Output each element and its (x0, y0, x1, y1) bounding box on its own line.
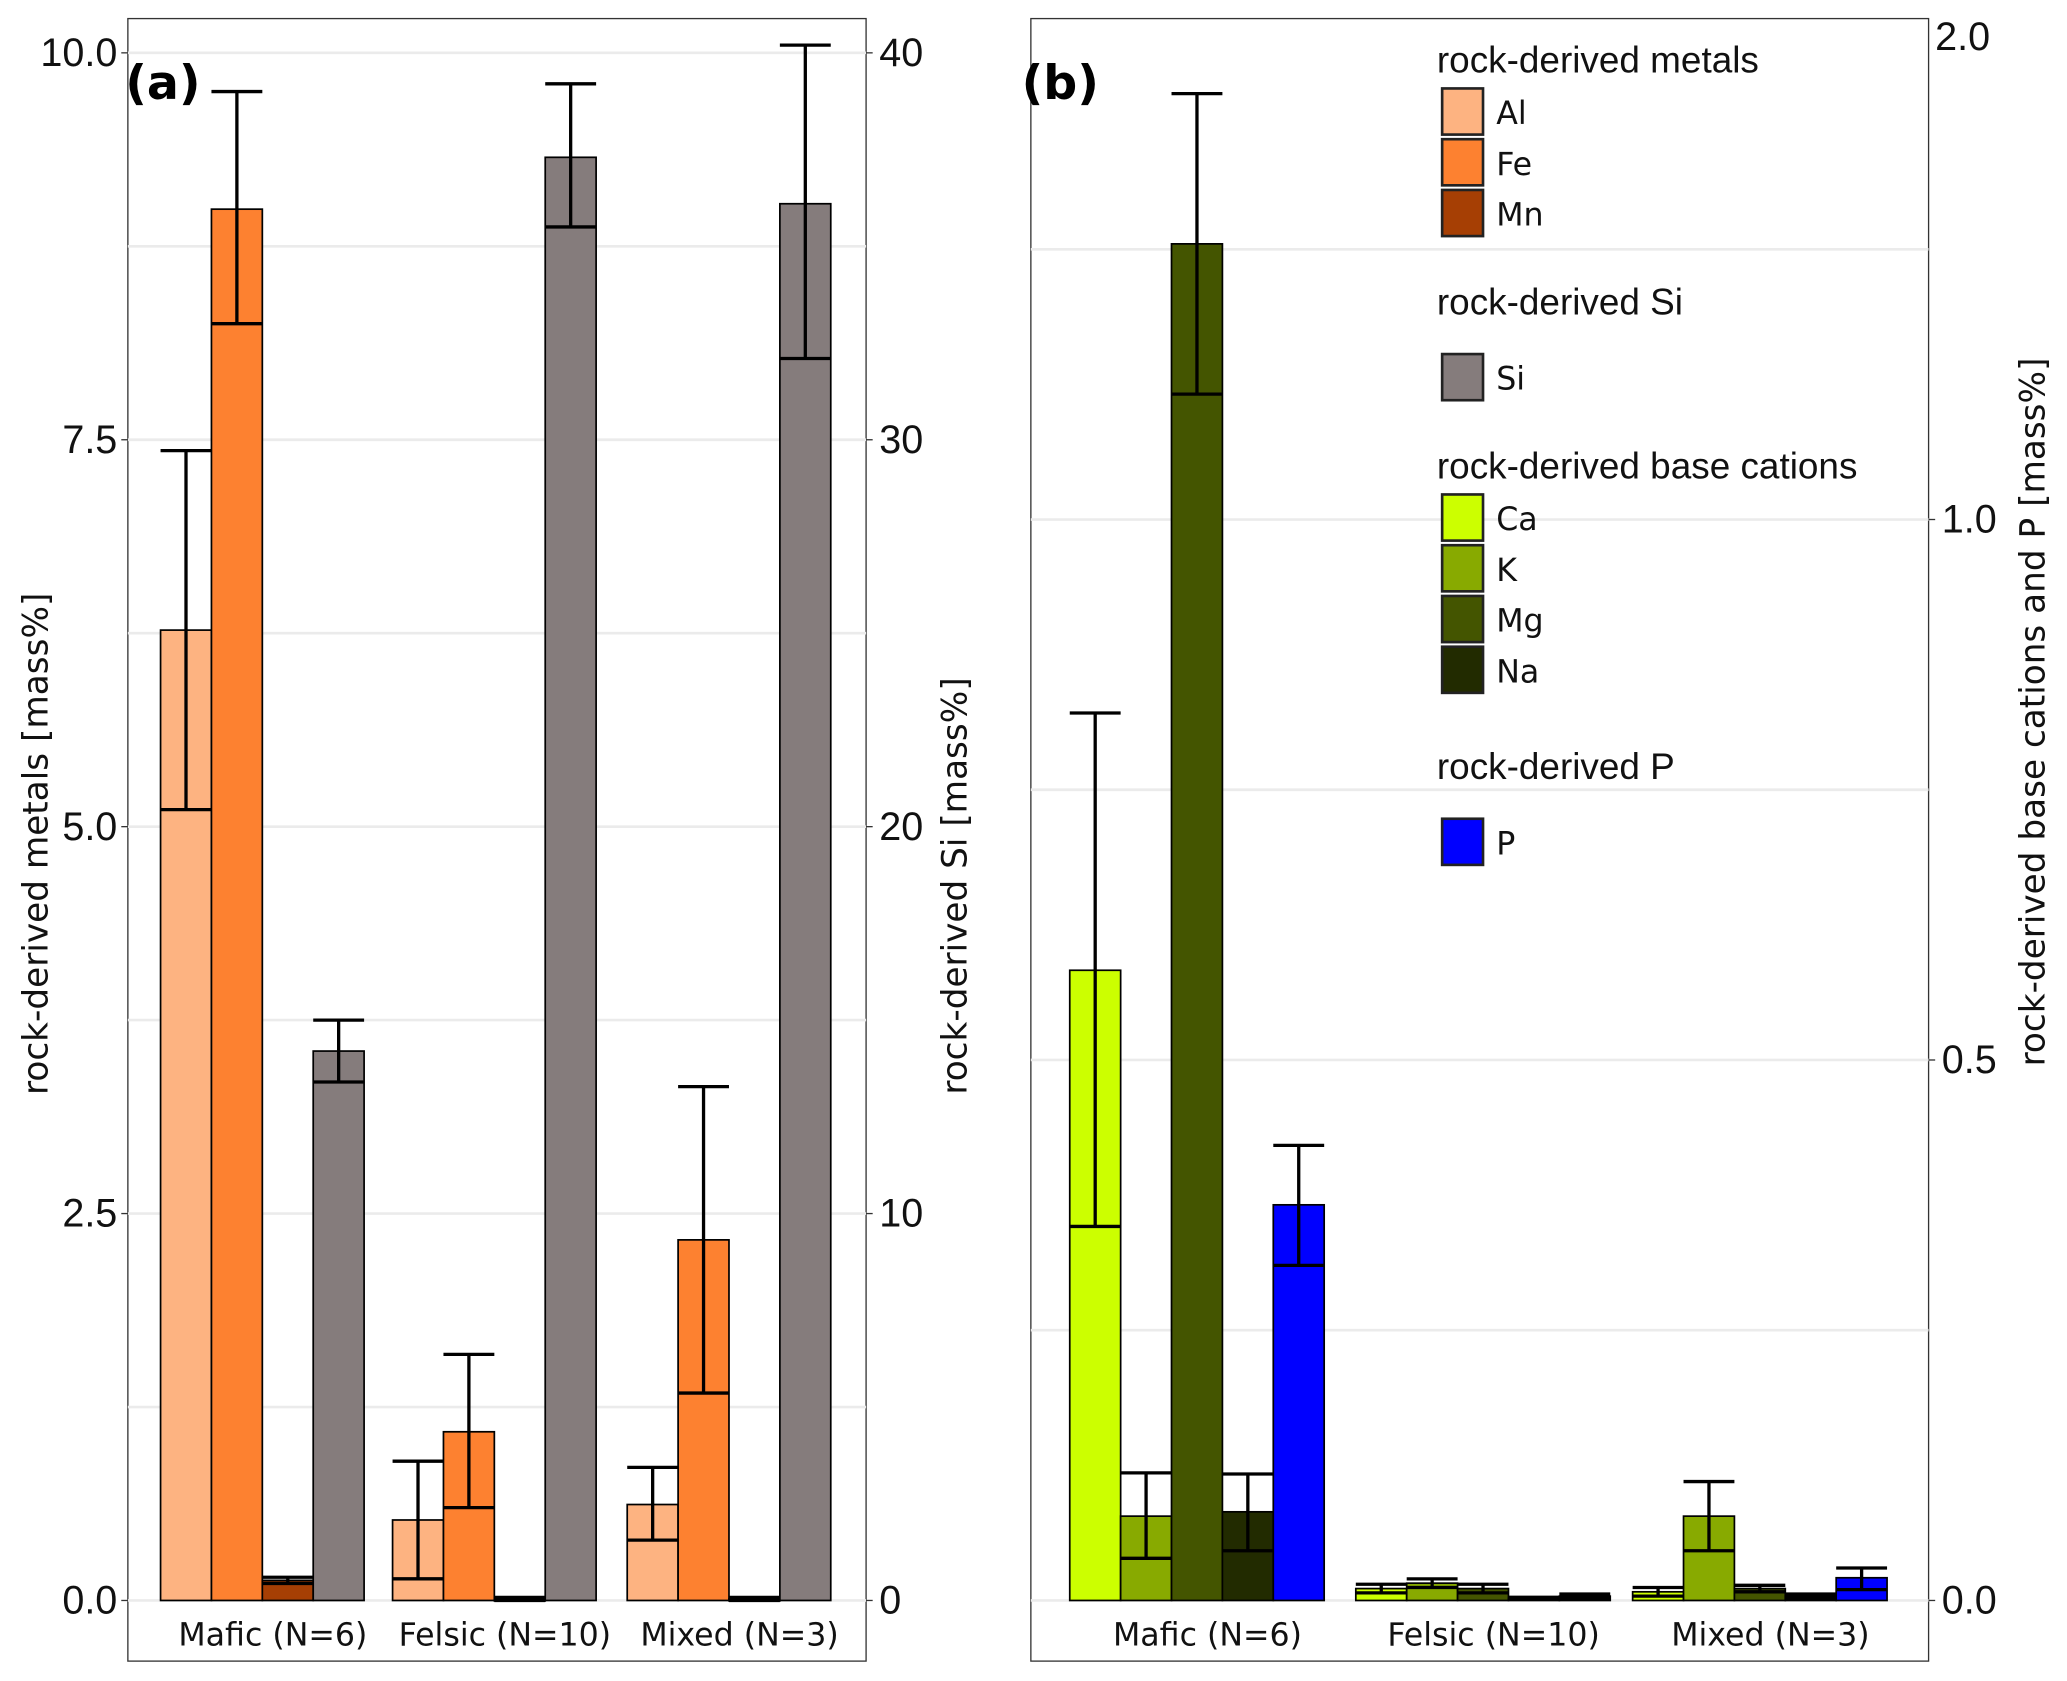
panel-a-y2-tick-label: 30 (879, 418, 923, 462)
panel-a-x-tick-label: Felsic (N=10) (399, 1617, 611, 1653)
panel-a-y2-tick-label: 0 (879, 1579, 901, 1623)
legend-swatch-fe (1440, 137, 1485, 187)
panel-a-bar-si (312, 1050, 365, 1602)
legend-swatch-k (1440, 543, 1485, 593)
panel-b-label: (b) (1022, 56, 1099, 111)
legend-swatch-mn (1440, 188, 1485, 238)
panel-a-x-tick-label: Mixed (N=3) (640, 1617, 838, 1653)
panel-a-y-tick-label: 7.5 (62, 418, 117, 462)
panel-a-y2-tick-label: 10 (879, 1192, 923, 1236)
panel-b-x-tick-label: Felsic (N=10) (1387, 1617, 1599, 1653)
panel-b-y2-tick-label: 1.0 (1942, 498, 1997, 542)
legend-label-na: Na (1496, 654, 1539, 690)
legend-swatch-p (1440, 817, 1485, 867)
legend-group-title: rock-derived P (1437, 746, 1675, 787)
panel-b-bar-mg (1170, 243, 1224, 1602)
panel-b-y2-tick-label: 0.5 (1942, 1038, 1997, 1082)
panel-a-y-axis-title: rock-derived metals [mass%] (16, 593, 56, 1095)
panel-a-bar-si (544, 156, 597, 1602)
panel-a-y-tick-label: 2.5 (62, 1192, 117, 1236)
legend-group-title: rock-derived Si (1437, 282, 1683, 323)
legend-label-mn: Mn (1496, 198, 1543, 234)
panel-a-y-tick-label: 0.0 (62, 1579, 117, 1623)
legend-label-p: P (1496, 826, 1515, 862)
legend-label-ca: Ca (1496, 502, 1537, 538)
panel-a-bar-fe (210, 208, 264, 1602)
panel-a-y2-tick-label: 40 (879, 31, 923, 75)
panel-b-x-tick-label: Mafic (N=6) (1113, 1617, 1302, 1653)
panel-b: 0.0 0.5 1.0 Mafic (N=6) Felsic (N=10) Mixed (… (1030, 17, 1997, 1662)
panel-a-y-tick-label: 10.0 (40, 31, 117, 75)
panel-a-y2-tick-label: 20 (879, 805, 923, 849)
legend-label-k: K (1496, 553, 1518, 589)
legend-label-si: Si (1496, 362, 1525, 398)
panel-a-y-tick-label: 5.0 (62, 805, 117, 849)
panel-b-x-tick-label: Mixed (N=3) (1671, 1617, 1869, 1653)
panel-a: 0.0 2.5 5.0 7.5 10.0 0 10 20 30 40 Mafic (N=6) Fels… (40, 17, 923, 1662)
legend-swatch-al (1440, 87, 1485, 136)
panel-b-y2-axis-title: rock-derived base cations and P [mass%] (2014, 358, 2054, 1067)
panel-a-x-tick-label: Mafic (N=6) (178, 1617, 367, 1653)
legend-swatch-mg (1440, 594, 1485, 644)
legend-swatch-ca (1440, 493, 1485, 542)
panel-a-y2-axis-title: rock-derived Si [mass%] (935, 677, 975, 1094)
panel-a-bar-si (779, 202, 832, 1602)
legend-swatch-na (1440, 645, 1485, 695)
legend-label-mg: Mg (1496, 604, 1543, 640)
legend-label-fe: Fe (1496, 147, 1532, 183)
panel-b-top-tick-label: 2.0 (1935, 15, 1990, 59)
legend-group-title: rock-derived metals (1437, 40, 1759, 81)
legend-swatch-si (1440, 352, 1485, 402)
legend-group-title: rock-derived base cations (1437, 446, 1858, 487)
panel-a-label: (a) (125, 56, 200, 111)
panel-b-y2-tick-label: 0.0 (1942, 1579, 1997, 1623)
legend-label-al: Al (1496, 96, 1526, 132)
